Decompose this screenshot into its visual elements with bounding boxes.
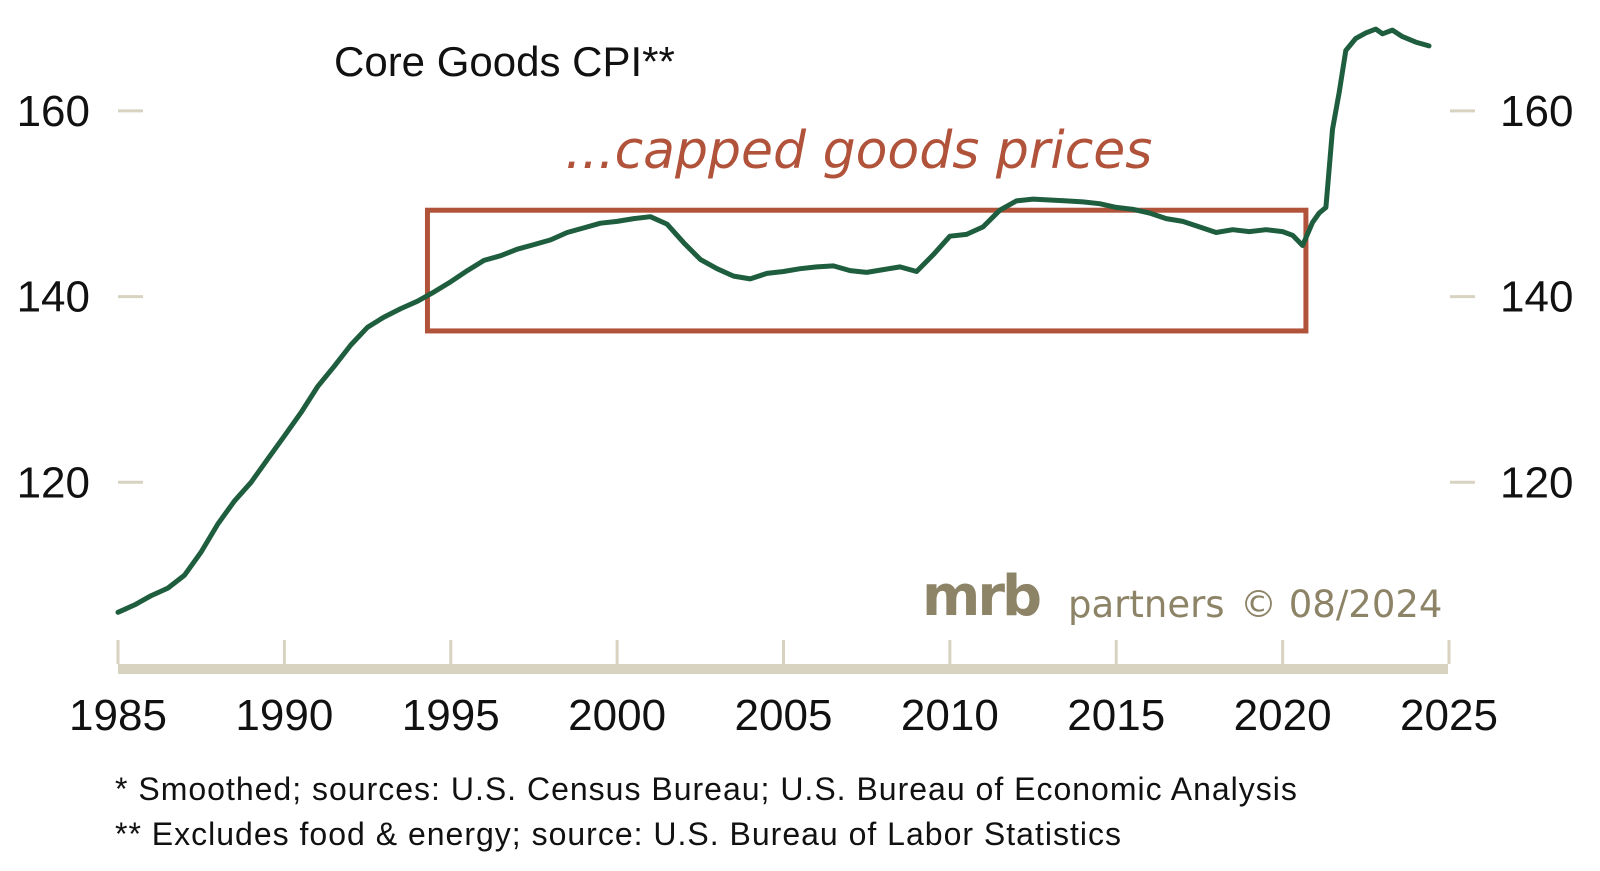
y-tick-label-left-160: 160 [17,87,90,136]
brand-logo-text: mrb [922,564,1040,629]
y-tick-label-right-140: 140 [1500,273,1573,322]
x-tick-label-1990: 1990 [235,691,333,740]
y-tick-label-right-160: 160 [1500,87,1573,136]
axes: 1985 1990 1995 2000 2005 2010 2015 2020 2025 120 1… [17,87,1574,740]
x-tick-label-2020: 2020 [1234,691,1332,740]
x-tick-label-2000: 2000 [568,691,666,740]
highlight-box-layer [424,207,1309,334]
x-tick-label-1995: 1995 [402,691,500,740]
capped-prices-highlight-box [424,207,1309,334]
capped-goods-annotation: ...capped goods prices [565,121,1152,181]
mrb-partners-logo: mrb partners © 08/2024 [922,564,1442,629]
x-axis-bar [118,664,1448,674]
series-title: Core Goods CPI** [334,38,675,85]
footnote-smoothed: * Smoothed; sources: U.S. Census Bureau;… [115,771,1298,807]
x-tick-label-2025: 2025 [1400,691,1498,740]
x-tick-label-2005: 2005 [735,691,833,740]
x-tick-label-2015: 2015 [1067,691,1165,740]
y-tick-label-left-120: 120 [17,458,90,507]
y-tick-label-right-120: 120 [1500,458,1573,507]
y-tick-label-left-140: 140 [17,273,90,322]
x-tick-label-1985: 1985 [69,691,167,740]
x-tick-label-2010: 2010 [901,691,999,740]
footnote-excludes: ** Excludes food & energy; source: U.S. … [115,816,1122,852]
brand-copyright: © 08/2024 [1240,583,1442,626]
core-goods-cpi-line [115,26,1432,615]
series-layer [115,26,1432,615]
brand-partner-text: partners [1068,583,1225,626]
